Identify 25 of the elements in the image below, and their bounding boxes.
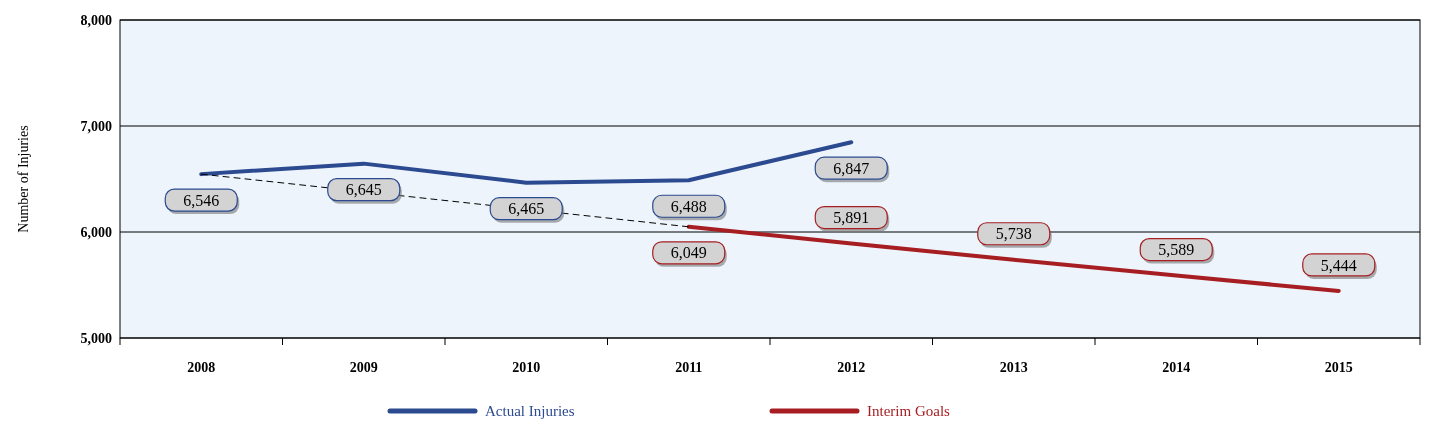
y-axis-title: Number of Injuries xyxy=(16,125,31,233)
y-tick-label: 8,000 xyxy=(80,12,112,28)
data-label: 5,738 xyxy=(995,225,1032,243)
x-tick-label: 2014 xyxy=(1162,360,1191,375)
data-label: 5,589 xyxy=(1158,241,1195,259)
x-tick-label: 2011 xyxy=(675,360,703,375)
x-tick-label: 2015 xyxy=(1324,360,1353,375)
x-tick-label: 2012 xyxy=(837,360,866,375)
x-tick-label: 2009 xyxy=(349,360,378,375)
data-label: 6,488 xyxy=(670,197,707,215)
data-label: 5,444 xyxy=(1320,256,1357,274)
text: Interim Goals xyxy=(867,403,951,420)
x-tick-label: 2010 xyxy=(512,360,541,375)
x-tick-label: 2008 xyxy=(187,360,216,375)
data-label: 6,645 xyxy=(345,181,382,199)
y-tick-label: 7,000 xyxy=(80,118,112,134)
y-tick-label: 6,000 xyxy=(80,224,112,240)
x-tick-label: 2013 xyxy=(999,360,1028,375)
text: Actual Injuries xyxy=(485,403,575,420)
data-label: 6,465 xyxy=(508,200,545,218)
data-label: 6,847 xyxy=(833,159,870,177)
y-tick-label: 5,000 xyxy=(80,330,112,346)
data-label: 6,049 xyxy=(670,244,707,262)
data-label: 6,546 xyxy=(183,191,220,209)
data-label: 5,891 xyxy=(833,209,870,227)
